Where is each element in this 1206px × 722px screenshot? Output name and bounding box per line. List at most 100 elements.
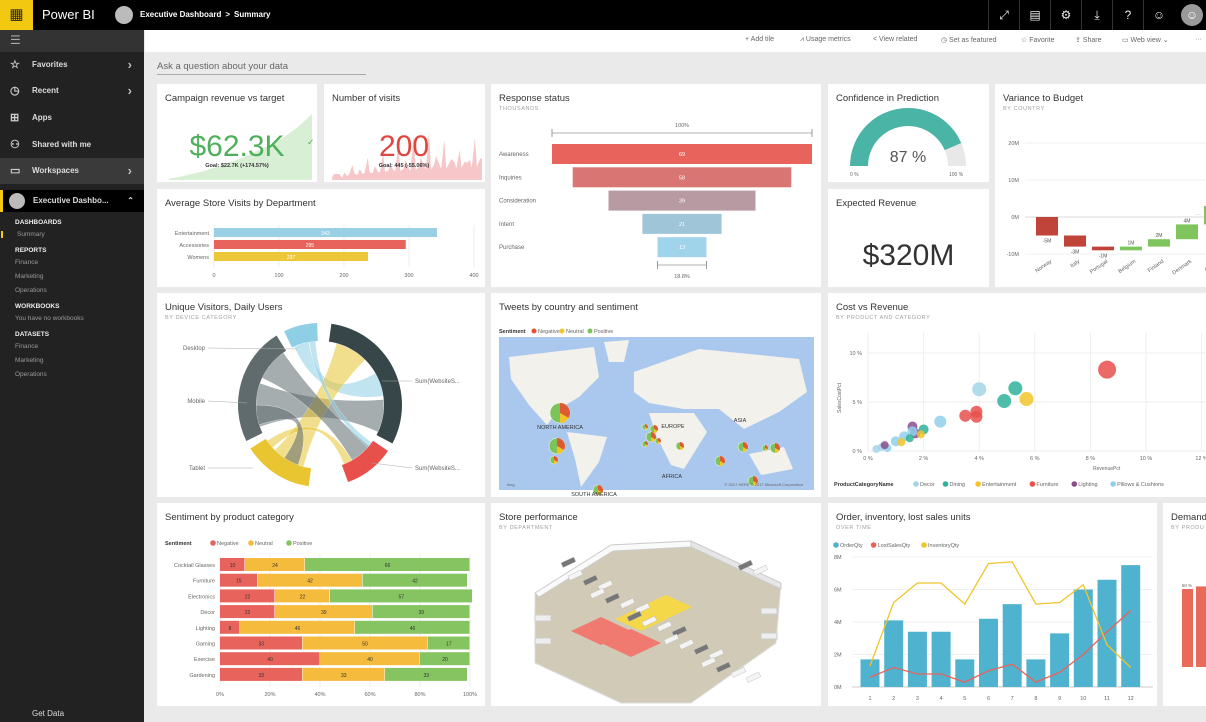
segment-value-label: 40 [367,657,373,663]
sidebar-subitem[interactable]: Finance [15,259,39,266]
tweet-pie-negative [743,441,749,450]
x-tick-label: 200 [339,273,348,279]
funnel-top-label: 100% [675,123,689,129]
chevron-right-icon: › [127,163,132,178]
waffle-icon[interactable]: ▦ [0,0,33,30]
tile-confidence-in-prediction[interactable]: 87 % 0 % 100 % Confidence in Prediction [828,84,989,182]
bar-value-label: 295 [306,243,315,249]
sidebar-subitem[interactable]: Summary [1,231,45,238]
action-web-view-button[interactable]: ▭ Web view ⌄ [1122,37,1169,44]
store-wall-segment [534,637,552,645]
tile-store-performance[interactable]: Store performance BY DEPARTMENT [491,503,821,706]
tile-order-inventory[interactable]: OrderQty LostSalesQty InventoryQty 0M 2M 4M 6M… [828,503,1157,706]
funnel-category-label: Intent [499,222,514,228]
funnel-bar [608,190,756,211]
bar [214,228,437,237]
tile-tweets-by-country[interactable]: Sentiment Negative Neutral Positive NORTH AM… [491,293,821,497]
sidebar-section-reports: REPORTS [15,247,47,254]
chart-canvas: Sum(WebsiteS... Sum(WebsiteS... Tablet Mobi… [183,323,460,487]
sidebar-item-label: Shared with me [32,140,92,149]
breadcrumb-page[interactable]: Summary [234,10,271,19]
sidebar-item-workspaces[interactable]: ▭ Workspaces › [0,158,144,184]
legend-label: Furniture [1036,482,1058,488]
sidebar-item-recent[interactable]: ◷ Recent › [0,78,144,104]
tile-number-of-visits[interactable]: 200 Goal: 445 (-55.06%) Number of visits [324,84,485,182]
trend-area [169,114,312,180]
chevron-right-icon: › [127,83,132,98]
chord-node-label: Mobile [187,399,205,405]
tile-unique-visitors[interactable]: Sum(WebsiteS... Sum(WebsiteS... Tablet Mobi… [157,293,485,497]
legend-swatch [921,542,927,548]
tweet-pie-negative [658,438,662,443]
sidebar-subitem[interactable]: Operations [15,371,47,378]
legend-label: Neutral [566,329,584,335]
action-related-button[interactable]: < View related [873,36,918,43]
tile-variance-to-budget[interactable]: 20M 10M 0M -10M -5M Norway -3M Italy -1M Portugal… [995,84,1206,287]
tile-demand[interactable]: 60 % Demand BY PRODU [1163,503,1206,706]
tile-average-store-visits[interactable]: 0 100 200 300 400 Entertainment 343 Accessories… [157,189,485,287]
x-tick-label: 10 [1080,696,1086,702]
scatter-point [880,441,889,450]
gauge-value: 87 % [890,149,926,166]
fullscreen-icon[interactable]: ⤢ [988,0,1019,30]
download-icon[interactable]: ⤓ [1081,0,1112,30]
sidebar-subitem[interactable]: Marketing [15,273,44,280]
action-star-button[interactable]: ☆ Favorite [1021,37,1055,44]
qa-input[interactable]: Ask a question about your data [157,61,366,75]
hamburger-menu-icon[interactable]: ☰ [0,30,144,52]
segment-value-label: 22 [245,610,251,616]
get-data-link[interactable]: Get Data [32,709,65,718]
comment-icon[interactable]: ▤ [1019,0,1050,30]
store-shelf [560,556,577,568]
breadcrumb-workspace[interactable]: Executive Dashboard [140,10,222,19]
tile-expected-revenue[interactable]: Expected Revenue $320M [828,189,989,287]
y-tick-label: 0M [834,685,842,691]
segment-value-label: 46 [410,626,416,632]
sidebar-section-datasets: DATASETS [15,331,50,338]
sidebar-subitem[interactable]: Finance [15,343,39,350]
sidebar-subitem[interactable]: Operations [15,287,47,294]
feedback-smiley-icon[interactable]: ☺ [1143,0,1174,30]
stacked-bar-segment [220,620,240,634]
segment-value-label: 46 [295,626,301,632]
store-wall [690,540,782,590]
tile-subtitle: BY DEPARTMENT [499,525,553,531]
x-tick-label: 10 % [1140,456,1153,462]
store-shelf [678,638,695,650]
x-tick-label: 6 % [1030,456,1040,462]
store-shelf [737,559,754,571]
tile-campaign-revenue[interactable]: $62.3K ✓ Goal: $22.7K (+174.57%) Campaign … [157,84,317,182]
sidebar-workspace-executive-dashboard[interactable]: Executive Dashbo... ⌃ [0,190,144,212]
chart-canvas: Sentiment Negative Neutral Positive NORTH AM… [499,328,814,497]
tile-title: Demand [1171,512,1206,523]
action-chart-button[interactable]: ⩘ Usage metrics [800,36,851,43]
tile-title: Campaign revenue vs target [165,93,285,104]
workspace-label: Executive Dashbo... [33,196,109,205]
sidebar-item-shared-with-me[interactable]: ⚇ Shared with me [0,132,144,158]
chevron-up-icon[interactable]: ⌃ [127,196,134,205]
y-tick-label: -10M [1006,252,1019,258]
legend-swatch [210,540,216,546]
sidebar-subitem[interactable]: Marketing [15,357,44,364]
action-more-button[interactable]: ··· [1195,36,1202,43]
action-share-button[interactable]: ⇪ Share [1075,37,1102,44]
action-plus-button[interactable]: + Add tile [745,36,774,43]
sidebar-item-favorites[interactable]: ☆ Favorites › [0,52,144,78]
order-bar [1050,633,1070,687]
help-icon[interactable]: ? [1112,0,1143,30]
user-avatar-icon[interactable]: ☺ [1181,4,1203,26]
tweet-pie-neutral [554,460,558,465]
segment-value-label: 8 [229,626,232,632]
sidebar-item-apps[interactable]: ⊞ Apps [0,105,144,131]
waterfall-bar [1092,246,1114,251]
app-name[interactable]: Power BI [42,7,95,22]
funnel-category-label: Inquiries [499,175,522,181]
tile-response-status[interactable]: 100% Awareness 69 Inquiries 58 Consideration 3… [491,84,821,287]
tile-sentiment-by-product[interactable]: Sentiment Negative Neutral Positive 0% 20% 40%… [157,503,485,706]
gear-icon[interactable]: ⚙ [1050,0,1081,30]
tile-cost-vs-revenue[interactable]: 0 % 2 % 4 % 6 % 8 % 10 % 12 % 0 % 5 % 10 % Revenue… [828,293,1206,497]
tweet-pie-neutral [765,448,768,452]
sidebar-item-label: Apps [32,113,52,122]
action-featured-button[interactable]: ◷ Set as featured [941,37,997,44]
scatter-point [907,426,918,437]
